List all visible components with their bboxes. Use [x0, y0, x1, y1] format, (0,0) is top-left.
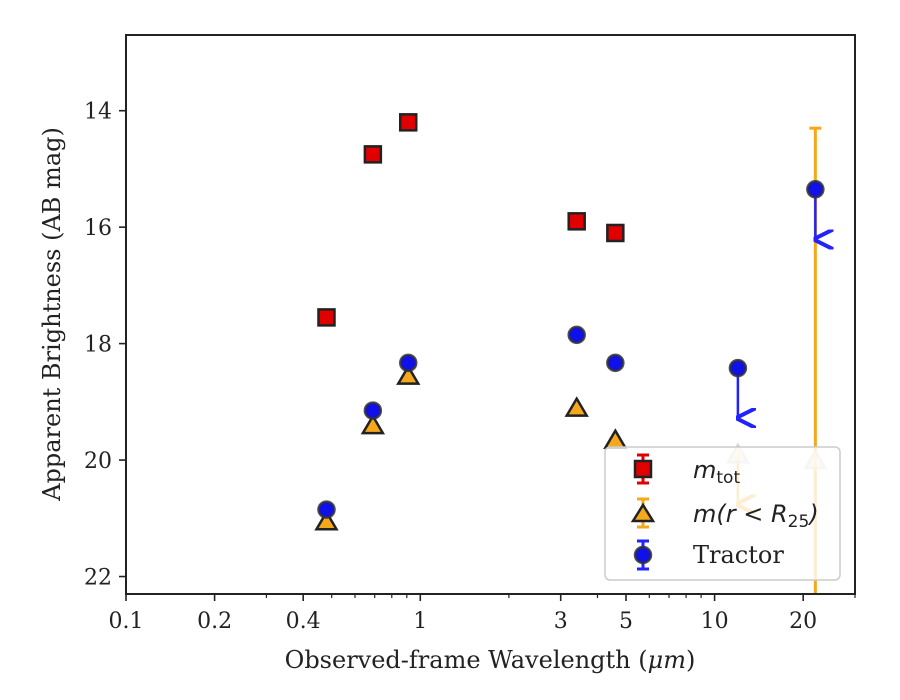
legend-circle-marker: [633, 545, 653, 565]
y-tick-label: 22: [84, 566, 112, 591]
x-tick-label: 0.4: [286, 609, 321, 634]
data-point-tractor: [806, 180, 825, 199]
legend-triangle-marker: [630, 502, 656, 523]
legend: mtot m(r < R25) Tractor: [604, 446, 841, 581]
data-point-tractor: [567, 325, 586, 345]
legend-box: [604, 446, 841, 581]
x-tick-label: 20: [789, 609, 817, 634]
data-point-m-tot: [363, 145, 383, 164]
legend-label-m-tot: mtot: [693, 456, 740, 488]
x-tick-label: 10: [701, 609, 729, 634]
data-layer: [314, 113, 825, 594]
legend-label-tractor: Tractor: [693, 541, 784, 569]
data-point-m-r25: [396, 364, 421, 385]
data-point-tractor: [363, 401, 383, 420]
y-tick-label: 16: [84, 216, 112, 241]
y-axis-label: Apparent Brightness (AB mag): [38, 127, 66, 502]
data-point-m-tot: [398, 113, 418, 132]
legend-item-tractor: Tractor: [633, 539, 784, 571]
data-point-tractor: [606, 353, 625, 373]
data-point-tractor: [398, 353, 418, 373]
data-point-m-tot: [567, 212, 586, 231]
y-tick-label: 14: [84, 100, 112, 125]
data-point-tractor: [317, 500, 336, 519]
axis-ticks: 0.1 0.2 0.4 1 3 5 10 20 14 16 18 20 22: [84, 100, 856, 634]
x-tick-label: 1: [413, 609, 427, 634]
y-tick-label: 18: [84, 333, 112, 358]
x-tick-label: 5: [619, 609, 633, 634]
plot-frame: [125, 34, 856, 595]
x-tick-label: 0.2: [197, 609, 232, 634]
x-tick-label: 0.1: [109, 609, 144, 634]
legend-square-marker: [633, 459, 653, 479]
data-point-tractor: [728, 358, 748, 378]
data-point-m-r25: [314, 509, 339, 531]
data-point-m-tot: [606, 223, 625, 243]
x-tick-label: 3: [554, 609, 568, 634]
data-point-m-r25: [564, 396, 589, 417]
data-point-m-r25: [360, 413, 386, 435]
y-tick-label: 20: [84, 449, 112, 474]
legend-label-m-r25: m(r < R25): [693, 500, 819, 532]
legend-item-m-tot: mtot: [633, 453, 740, 488]
legend-item-m-r25: m(r < R25): [630, 497, 819, 532]
x-axis-label: Observed-frame Wavelength (μm): [285, 646, 696, 674]
data-point-m-tot: [317, 308, 336, 327]
